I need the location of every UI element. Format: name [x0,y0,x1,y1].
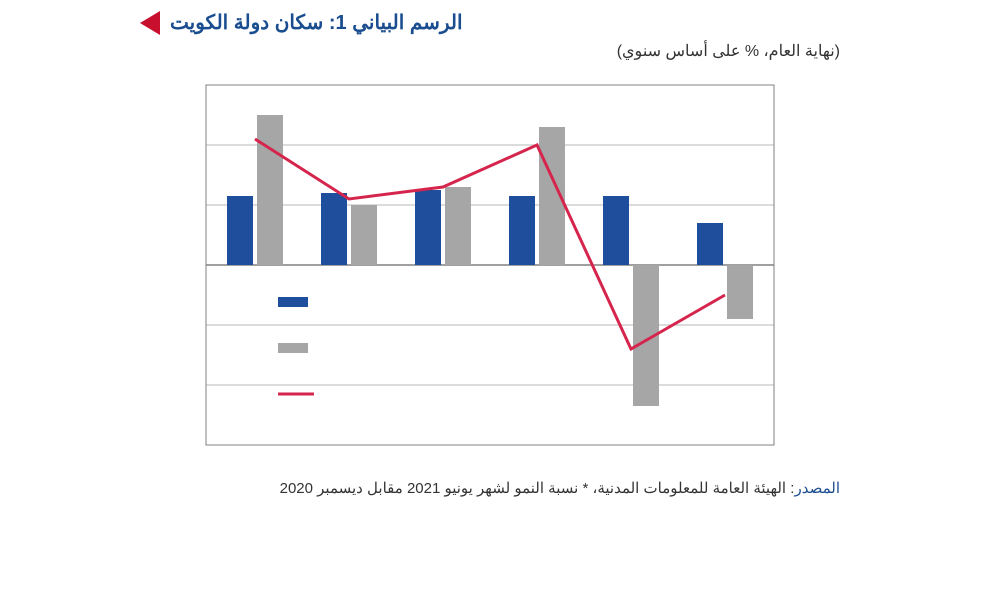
chart-title: الرسم البياني 1: سكان دولة الكويت [170,10,463,35]
title-triangle-icon [140,11,160,35]
chart-area [196,75,784,455]
source-row: المصدر: الهيئة العامة للمعلومات المدنية،… [140,479,840,497]
source-text: : الهيئة العامة للمعلومات المدنية، * نسب… [280,480,795,497]
chart-title-row: الرسم البياني 1: سكان دولة الكويت [140,10,840,35]
chart-svg [196,75,784,455]
chart-subtitle: (نهاية العام، % على أساس سنوي) [140,41,840,61]
source-label: المصدر [794,480,840,497]
